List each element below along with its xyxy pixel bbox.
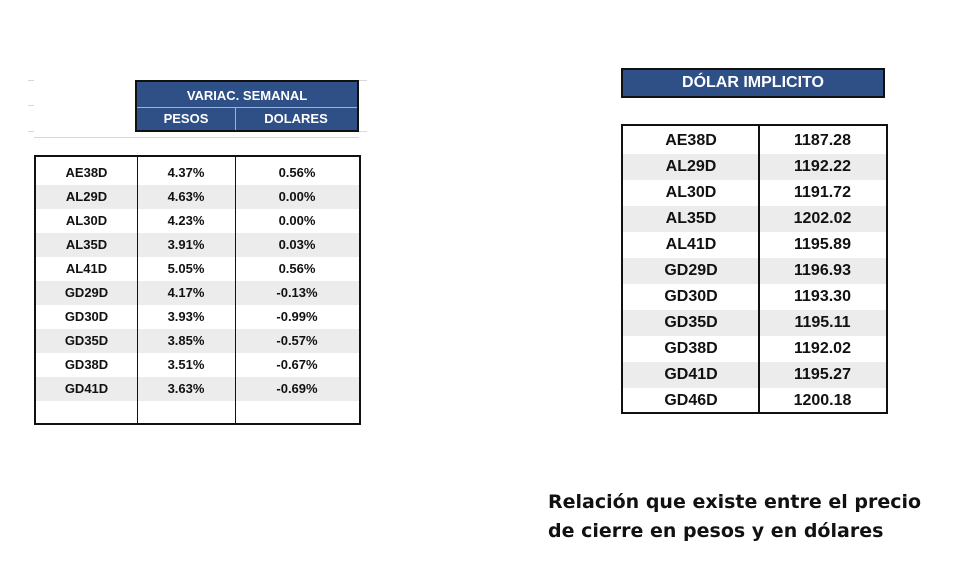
implicit-rate: 1191.72	[794, 184, 851, 201]
grid-fragment	[359, 80, 367, 81]
pesos-variation: 4.17%	[167, 285, 205, 300]
table-row: AL29D 4.63% 0.00%	[36, 185, 359, 209]
dolares-variation: -0.13%	[276, 285, 318, 300]
table-row: GD29D 1196.93	[623, 258, 886, 284]
table-row: GD38D 3.51% -0.67%	[36, 353, 359, 377]
dolares-variation: -0.57%	[276, 333, 318, 348]
bond-ticker: GD29D	[664, 262, 718, 279]
implicit-rate: 1193.30	[794, 288, 851, 305]
implicit-dollar-header: DÓLAR IMPLICITO	[621, 68, 885, 98]
pesos-variation: 4.63%	[167, 189, 205, 204]
table-row: AE38D 1187.28	[623, 128, 886, 154]
bond-ticker: AL35D	[665, 210, 717, 227]
bond-ticker: AL41D	[65, 261, 108, 276]
bond-ticker: AL35D	[65, 237, 108, 252]
pesos-variation: 5.05%	[167, 261, 205, 276]
table-row: GD35D 1195.11	[623, 310, 886, 336]
table-row: AL41D 5.05% 0.56%	[36, 257, 359, 281]
bond-ticker: GD30D	[664, 288, 718, 305]
implicit-rate: 1195.89	[794, 236, 851, 253]
caption-line-2: de cierre en pesos y en dólares	[548, 520, 884, 542]
bond-ticker: AL29D	[665, 158, 717, 175]
pesos-variation: 3.85%	[167, 333, 205, 348]
bond-ticker: AL41D	[665, 236, 717, 253]
grid-fragment	[359, 131, 367, 132]
bond-ticker: AL30D	[665, 184, 717, 201]
table-row: GD35D 3.85% -0.57%	[36, 329, 359, 353]
weekly-variation-title: VARIAC. SEMANAL	[137, 82, 357, 108]
column-divider	[758, 126, 760, 412]
implicit-dollar-table: AE38D 1187.28 AL29D 1192.22 AL30D 1191.7…	[621, 124, 888, 414]
implicit-rate: 1196.93	[794, 262, 851, 279]
table-row: GD30D 3.93% -0.99%	[36, 305, 359, 329]
bond-ticker: AE38D	[65, 165, 108, 180]
table-row: AL35D 1202.02	[623, 206, 886, 232]
dolares-variation: 0.56%	[278, 165, 316, 180]
pesos-variation: 3.91%	[167, 237, 205, 252]
implicit-rate: 1192.02	[794, 340, 851, 357]
bond-ticker: GD35D	[64, 333, 109, 348]
table-row: GD29D 4.17% -0.13%	[36, 281, 359, 305]
dolares-variation: 0.00%	[278, 189, 316, 204]
implicit-rate: 1187.28	[794, 132, 851, 149]
bond-ticker: GD38D	[64, 357, 109, 372]
implicit-rate: 1200.18	[793, 392, 852, 409]
dolares-variation: 0.03%	[278, 237, 316, 252]
bond-ticker: AE38D	[665, 132, 717, 149]
implicit-rate: 1202.02	[793, 210, 852, 227]
pesos-variation: 4.37%	[167, 165, 205, 180]
dolares-variation: -0.67%	[276, 357, 318, 372]
bond-ticker: GD30D	[64, 309, 109, 324]
table-row: AL30D 4.23% 0.00%	[36, 209, 359, 233]
pesos-variation: 3.51%	[167, 357, 205, 372]
implicit-rate: 1195.27	[794, 366, 851, 383]
caption-line-1: Relación que existe entre el precio	[548, 491, 922, 513]
table-row: AL41D 1195.89	[623, 232, 886, 258]
implicit-rate: 1192.22	[794, 158, 851, 175]
bond-ticker: GD41D	[664, 366, 718, 383]
column-divider	[137, 157, 138, 423]
bond-ticker: AL29D	[65, 189, 108, 204]
table-row: GD41D 1195.27	[623, 362, 886, 388]
table-row: AL29D 1192.22	[623, 154, 886, 180]
dolares-variation: -0.99%	[276, 309, 318, 324]
grid-fragment	[28, 80, 34, 81]
table-row: AL30D 1191.72	[623, 180, 886, 206]
bond-ticker: AL30D	[65, 213, 108, 228]
dolares-variation: 0.00%	[278, 213, 316, 228]
table-row: GD41D 3.63% -0.69%	[36, 377, 359, 401]
dolares-variation: -0.69%	[276, 381, 318, 396]
weekly-variation-header: VARIAC. SEMANAL PESOS DOLARES	[135, 80, 359, 132]
column-header-pesos: PESOS	[137, 108, 236, 130]
bond-ticker: GD41D	[64, 381, 109, 396]
pesos-variation: 3.63%	[167, 381, 205, 396]
column-header-dolares: DOLARES	[264, 111, 328, 126]
table-row: GD46D 1200.18	[623, 388, 886, 414]
grid-fragment	[28, 105, 34, 106]
table-row: GD30D 1193.30	[623, 284, 886, 310]
caption: Relación que existe entre el precio de c…	[548, 488, 968, 546]
grid-fragment	[28, 131, 34, 132]
bond-ticker: GD35D	[664, 314, 718, 331]
table-row-empty	[36, 401, 359, 425]
weekly-variation-table: AE38D 4.37% 0.56% AL29D 4.63% 0.00% AL30…	[34, 155, 361, 425]
grid-fragment	[34, 137, 359, 138]
bond-ticker: GD46D	[664, 392, 718, 409]
pesos-variation: 4.23%	[167, 213, 205, 228]
bond-ticker: GD38D	[664, 340, 718, 357]
bond-ticker: GD29D	[64, 285, 109, 300]
table-row: AL35D 3.91% 0.03%	[36, 233, 359, 257]
implicit-rate: 1195.11	[794, 314, 851, 331]
dolares-variation: 0.56%	[278, 261, 316, 276]
column-divider	[235, 157, 236, 423]
pesos-variation: 3.93%	[167, 309, 205, 324]
table-row: GD38D 1192.02	[623, 336, 886, 362]
table-row: AE38D 4.37% 0.56%	[36, 161, 359, 185]
